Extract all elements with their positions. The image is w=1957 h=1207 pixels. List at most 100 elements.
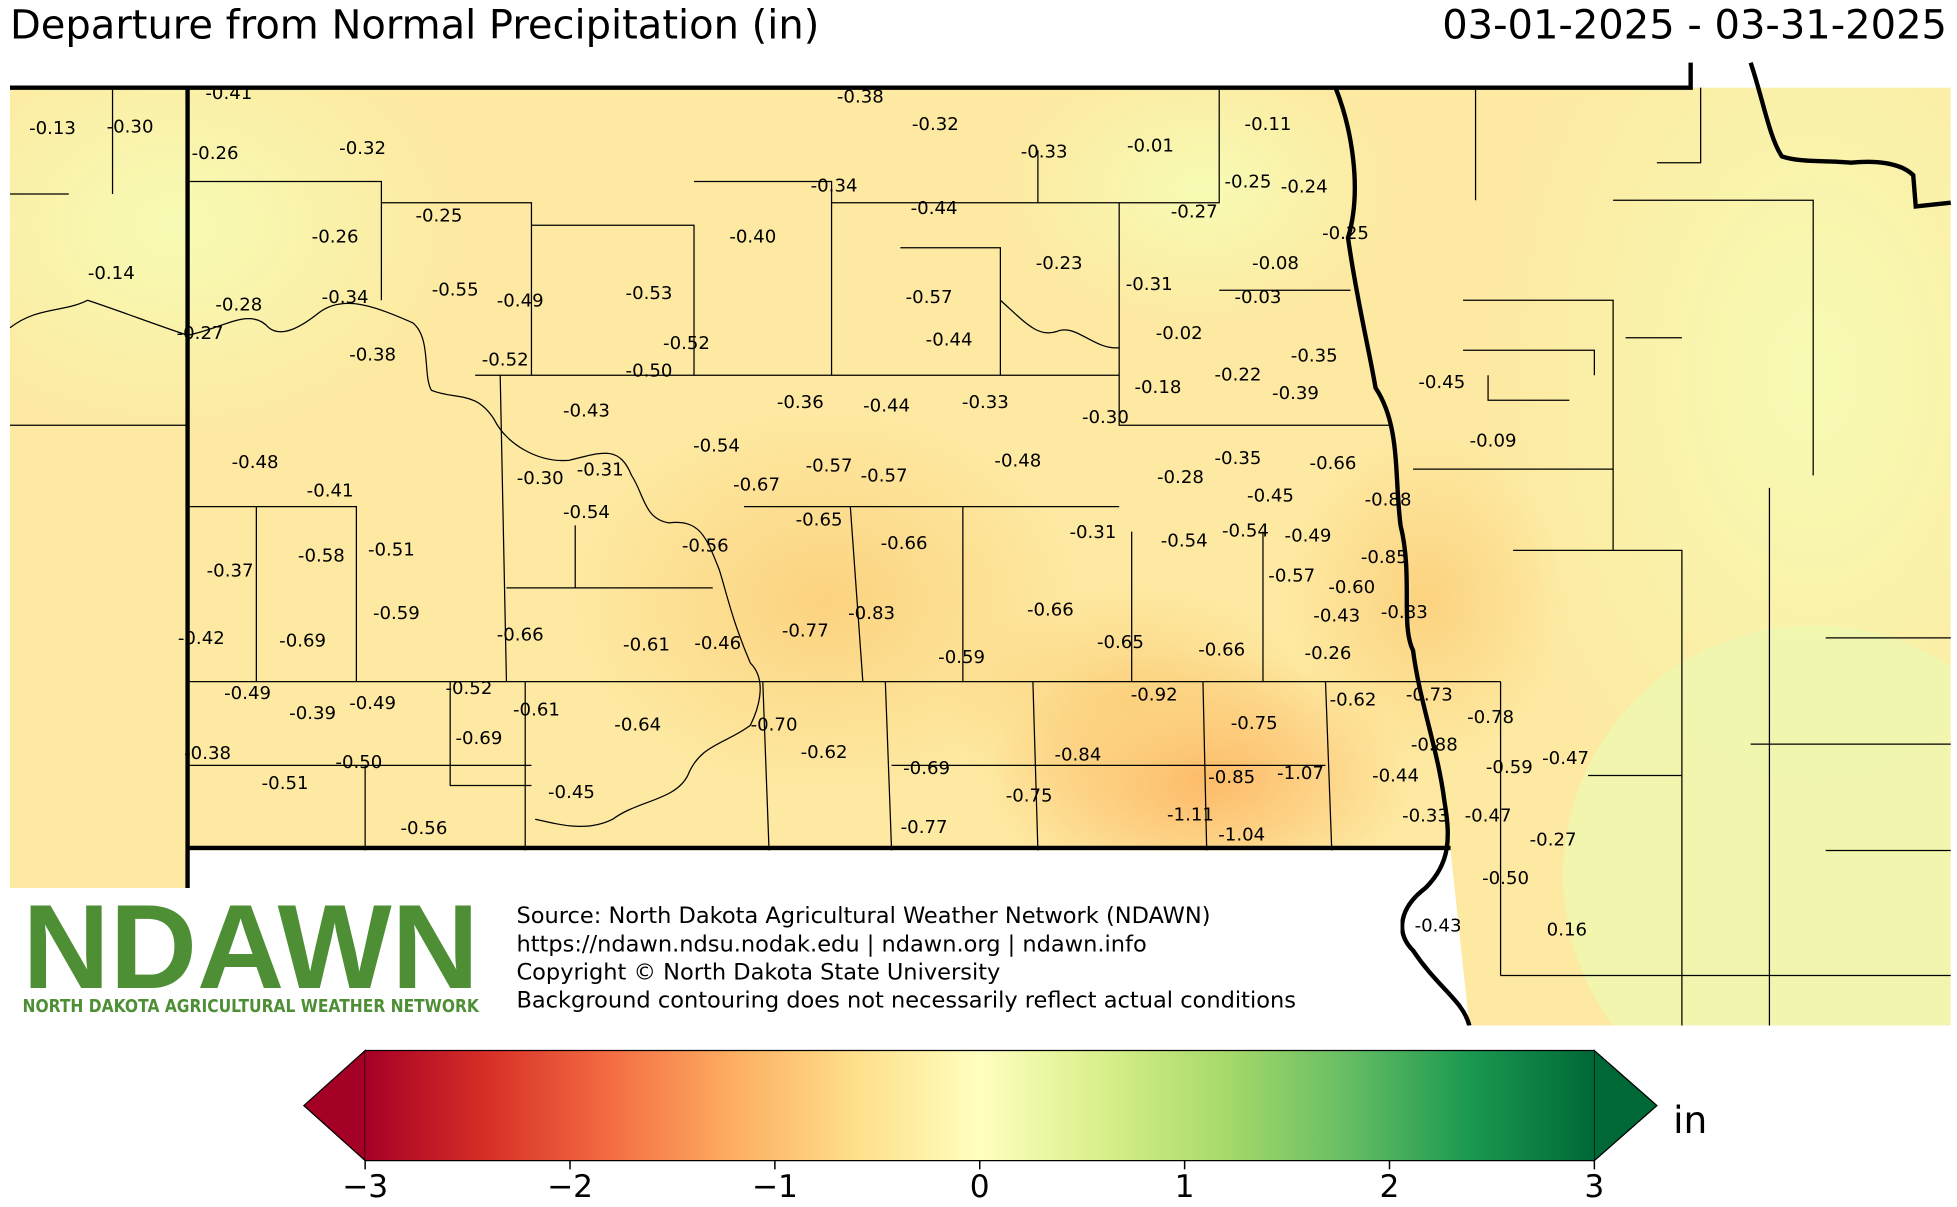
station-value: -0.49	[224, 683, 271, 704]
station-value: -0.28	[1157, 467, 1204, 488]
colorbar-tick-label: −3	[342, 1169, 388, 1205]
station-value: -0.73	[1406, 684, 1453, 705]
station-value: -0.54	[1161, 531, 1208, 552]
station-value: -0.85	[1208, 767, 1255, 788]
source-line: https://ndawn.ndsu.nodak.edu | ndawn.org…	[516, 931, 1146, 957]
station-value: -0.33	[1021, 142, 1068, 163]
station-value: -0.38	[349, 344, 396, 365]
station-value: -0.54	[1222, 521, 1269, 542]
source-notes: Source: North Dakota Agricultural Weathe…	[516, 903, 1296, 1013]
station-value: -0.51	[368, 539, 415, 560]
station-value: -0.77	[782, 621, 829, 642]
station-value: -0.54	[693, 436, 740, 457]
station-value: -0.92	[1131, 684, 1178, 705]
station-value: -0.53	[626, 283, 673, 304]
station-value: -0.41	[205, 83, 252, 104]
source-line: Copyright © North Dakota State Universit…	[516, 960, 1000, 986]
station-value: -0.18	[1134, 377, 1181, 398]
station-value: -0.47	[1465, 806, 1512, 827]
station-value: -0.38	[184, 743, 231, 764]
station-value: -0.65	[796, 509, 843, 530]
station-value: -0.43	[1313, 606, 1360, 627]
station-value: -0.46	[694, 633, 741, 654]
station-value: -0.01	[1127, 135, 1174, 156]
station-value: -0.33	[1402, 806, 1449, 827]
map-title: Departure from Normal Precipitation (in)	[10, 3, 819, 49]
station-value: -0.25	[1225, 172, 1272, 193]
station-value: -0.23	[1036, 253, 1083, 274]
station-value: -0.59	[373, 603, 420, 624]
station-value: -0.44	[1372, 766, 1419, 787]
station-value: -0.27	[1171, 202, 1218, 223]
station-value: -0.24	[1281, 177, 1328, 198]
station-value: -0.40	[729, 227, 776, 248]
station-value: -0.50	[626, 361, 673, 382]
station-value: -0.35	[1291, 346, 1338, 367]
station-value: -0.77	[901, 817, 948, 838]
station-value: -0.61	[623, 634, 670, 655]
station-value: -0.09	[1470, 431, 1517, 452]
station-value: -0.27	[177, 323, 224, 344]
station-value: -0.65	[1097, 632, 1144, 653]
station-value: -0.61	[513, 699, 560, 720]
station-value: -0.52	[663, 333, 710, 354]
county-lines	[9, 87, 1951, 1026]
station-value: -0.83	[848, 603, 895, 624]
source-line: Background contouring does not necessari…	[516, 988, 1296, 1014]
station-value: -0.69	[279, 631, 326, 652]
colorbar-tick-label: 1	[1175, 1169, 1195, 1205]
station-value: -0.47	[1542, 748, 1589, 769]
station-value: -0.84	[1054, 744, 1101, 765]
station-value: -0.22	[1215, 364, 1262, 385]
station-value: -0.57	[806, 456, 853, 477]
station-value: -0.30	[1082, 407, 1129, 428]
colorbar-tick-label: 2	[1380, 1169, 1400, 1205]
station-labels: -0.13 -0.30 -0.41 -0.26 -0.32 -0.38 -0.32 -0.33…	[29, 83, 1589, 941]
station-value: -0.67	[733, 474, 780, 495]
station-value: -0.69	[903, 758, 950, 779]
logo-name: NDAWN	[23, 880, 479, 1014]
station-value: -0.13	[29, 118, 76, 139]
station-value: -1.11	[1167, 804, 1214, 825]
station-value: -0.44	[926, 329, 973, 350]
station-value: -0.50	[1482, 868, 1529, 889]
colorbar: −3 −2 −1 0 1 2 3 in	[302, 1049, 1707, 1205]
date-range: 03-01-2025 - 03-31-2025	[1442, 3, 1947, 49]
station-value: -0.02	[1156, 323, 1203, 344]
station-value: -0.51	[262, 773, 309, 794]
station-value: -0.43	[1415, 916, 1462, 937]
station-value: -0.52	[445, 678, 492, 699]
station-value: -0.26	[1305, 643, 1352, 664]
station-value: -0.25	[415, 205, 462, 226]
station-value: -0.66	[1310, 453, 1357, 474]
state-borders	[10, 61, 1951, 1027]
station-value: -0.45	[548, 782, 595, 803]
colorbar-gradient	[365, 1050, 1595, 1161]
station-value: -0.57	[1268, 566, 1315, 587]
station-value: -1.04	[1218, 824, 1265, 845]
station-value: -0.35	[1215, 448, 1262, 469]
station-value: -0.49	[1285, 526, 1332, 547]
station-value: -0.85	[1361, 547, 1408, 568]
station-value: -0.50	[335, 752, 382, 773]
station-value: -0.39	[1272, 383, 1319, 404]
station-value: -0.39	[289, 703, 336, 724]
station-value: -0.37	[207, 561, 254, 582]
station-value: -0.49	[497, 291, 544, 312]
station-value: -0.83	[1381, 602, 1428, 623]
station-value: -0.49	[349, 693, 396, 714]
station-value: -0.34	[811, 175, 858, 196]
station-value: -0.32	[912, 114, 959, 135]
station-value: -0.60	[1328, 577, 1375, 598]
station-value: -0.27	[1530, 829, 1577, 850]
station-value: -0.66	[497, 624, 544, 645]
station-value: -0.11	[1245, 114, 1292, 135]
station-value: -0.32	[339, 138, 386, 159]
station-value: -0.45	[1418, 372, 1465, 393]
source-line: Source: North Dakota Agricultural Weathe…	[516, 903, 1210, 929]
station-value: -0.08	[1252, 253, 1299, 274]
station-value: -0.26	[312, 227, 359, 248]
station-value: -0.33	[962, 392, 1009, 413]
station-value: -0.88	[1411, 734, 1458, 755]
station-value: -1.07	[1277, 763, 1324, 784]
